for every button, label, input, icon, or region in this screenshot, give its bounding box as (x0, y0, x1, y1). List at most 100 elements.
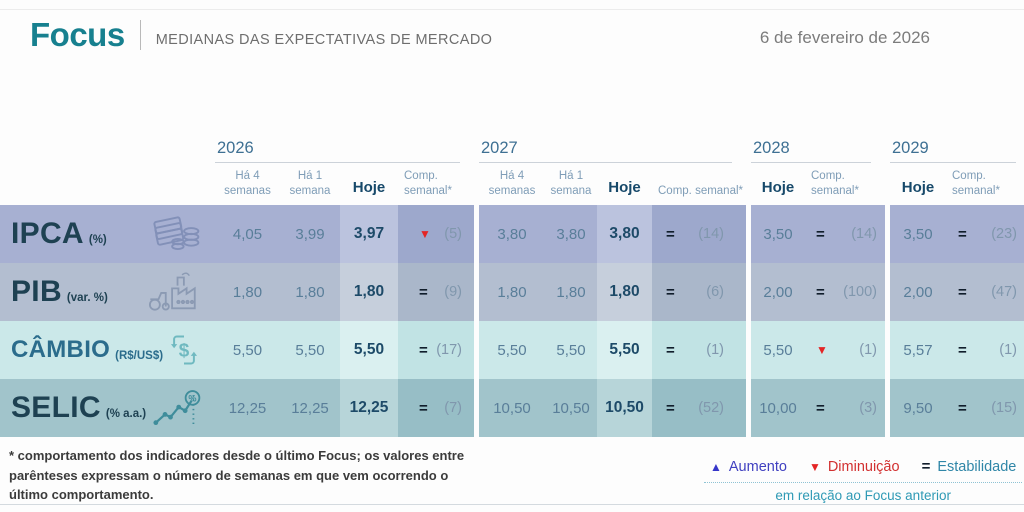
direction-icon: = (666, 341, 675, 359)
value-cell: 1,80 (479, 263, 545, 321)
legend-items: ▲ Aumento ▼ Diminuição = Estabilidade (704, 458, 1023, 483)
legend: ▲ Aumento ▼ Diminuição = Estabilidade em… (704, 458, 1023, 503)
year-label-2027: 2027 (479, 139, 732, 163)
year-label-2028: 2028 (751, 139, 871, 163)
factory-tractor-icon (144, 271, 202, 313)
comp-cell: ▼ (5) (398, 205, 474, 263)
value-cell: 12,25 (215, 379, 280, 437)
hoje-cell: 2,00 (890, 263, 946, 321)
legend-label: Estabilidade (937, 458, 1017, 475)
chart-percent-icon: % (150, 386, 202, 430)
comp-cell: = (17) (398, 321, 474, 379)
col-header-hoje-2028: Hoje (761, 179, 795, 197)
col-header-hoje-2029: Hoje (901, 179, 935, 197)
direction-icon: = (419, 399, 428, 417)
expectations-table: 2026 2027 2028 2029 Há 4 semanas Há 1 se… (0, 134, 1024, 437)
weeks-count: (14) (698, 226, 724, 242)
weeks-count: (1) (999, 342, 1017, 358)
report-date: 6 de fevereiro de 2026 (759, 28, 930, 47)
hoje-cell: 5,57 (890, 321, 946, 379)
hoje-cell: 12,25 (340, 379, 398, 437)
svg-text:$: $ (179, 340, 190, 361)
comp-cell: = (6) (652, 263, 746, 321)
hoje-cell: 5,50 (751, 321, 805, 379)
row-pib: PIB (var. %) 1,80 1,80 1,80 (0, 263, 1024, 321)
value-cell: 10,50 (545, 379, 597, 437)
direction-icon: = (958, 283, 967, 301)
year-label-2029: 2029 (890, 139, 1016, 163)
equals-icon: = (921, 458, 931, 475)
bottom-divider (0, 504, 1024, 505)
pib-label-cell: PIB (var. %) (0, 263, 215, 321)
comp-cell: = (23) (946, 205, 1024, 263)
indicator-unit: (%) (88, 234, 107, 246)
col-header-comp-2028: Comp. semanal* (811, 170, 859, 197)
weeks-count: (9) (444, 284, 462, 300)
focus-logo: Focus (30, 16, 125, 53)
year-label-2026: 2026 (215, 139, 460, 163)
weeks-count: (15) (991, 400, 1017, 416)
col-header-hoje-2027: Hoje (608, 179, 641, 197)
value-cell: 5,50 (215, 321, 280, 379)
col-header-comp-2026: Comp. semanal* (404, 170, 452, 197)
direction-icon: = (666, 283, 675, 301)
direction-icon: ▼ (816, 343, 828, 357)
comp-cell: = (52) (652, 379, 746, 437)
comp-cell: = (1) (946, 321, 1024, 379)
col-header-hoje-2026: Hoje (352, 179, 386, 197)
indicator-label: CÂMBIO (11, 336, 111, 363)
weeks-count: (17) (436, 342, 462, 358)
value-cell: 3,80 (479, 205, 545, 263)
weeks-count: (5) (444, 226, 462, 242)
hoje-cell: 5,50 (597, 321, 652, 379)
legend-item-aumento: ▲ Aumento (710, 459, 787, 475)
weeks-count: (1) (706, 342, 724, 358)
weeks-count: (23) (991, 226, 1017, 242)
indicator-label: SELIC (11, 391, 101, 424)
comp-cell: ▼ (1) (805, 321, 885, 379)
direction-icon: = (958, 399, 967, 417)
legend-item-estabilidade: = Estabilidade (922, 458, 1017, 475)
report-header: Focus MEDIANAS DAS EXPECTATIVAS DE MERCA… (30, 16, 492, 54)
value-cell: 10,50 (479, 379, 545, 437)
comp-cell: = (47) (946, 263, 1024, 321)
weeks-count: (3) (859, 400, 877, 416)
weeks-count: (7) (444, 400, 462, 416)
down-triangle-icon: ▼ (808, 459, 821, 474)
year-header-row: 2026 2027 2028 2029 (0, 134, 1024, 163)
legend-caption: em relação ao Focus anterior (775, 488, 951, 503)
value-cell: 3,80 (545, 205, 597, 263)
report-subtitle: MEDIANAS DAS EXPECTATIVAS DE MERCADO (155, 31, 493, 48)
hoje-cell: 10,50 (597, 379, 652, 437)
hoje-cell: 5,50 (340, 321, 398, 379)
col-header-comp-2027: Comp. semanal* (658, 184, 744, 197)
hoje-cell: 3,97 (340, 205, 398, 263)
col-header-ha4-2026: Há 4 semanas (224, 170, 271, 197)
svg-text:%: % (188, 394, 196, 404)
row-selic: SELIC (% a.a.) % 12,25 (0, 379, 1024, 437)
legend-label: Diminuição (827, 458, 900, 475)
weeks-count: (100) (843, 284, 877, 300)
direction-icon: = (958, 225, 967, 243)
indicator-label: PIB (11, 275, 62, 308)
direction-icon: = (419, 283, 428, 301)
value-cell: 3,99 (280, 205, 340, 263)
hoje-cell: 3,50 (751, 205, 805, 263)
comp-cell: = (9) (398, 263, 474, 321)
col-header-ha1-2026: Há 1 semana (289, 170, 331, 197)
footnote: * comportamento dos indicadores desde o … (9, 448, 465, 502)
value-cell: 5,50 (545, 321, 597, 379)
weeks-count: (6) (706, 284, 724, 300)
direction-icon: = (666, 225, 675, 243)
hoje-cell: 1,80 (597, 263, 652, 321)
comp-cell: = (15) (946, 379, 1024, 437)
indicator-label: IPCA (11, 217, 84, 250)
ipca-label-cell: IPCA (%) (0, 205, 215, 263)
indicator-unit: (% a.a.) (105, 408, 147, 420)
col-header-comp-2029: Comp. semanal* (952, 170, 1000, 197)
weeks-count: (47) (991, 284, 1017, 300)
row-cambio: CÂMBIO (R$/US$) $ 5,50 5,50 5,50 = (17) (0, 321, 1024, 379)
top-divider (0, 9, 1024, 10)
indicator-unit: (var. %) (66, 292, 108, 304)
value-cell: 1,80 (280, 263, 340, 321)
